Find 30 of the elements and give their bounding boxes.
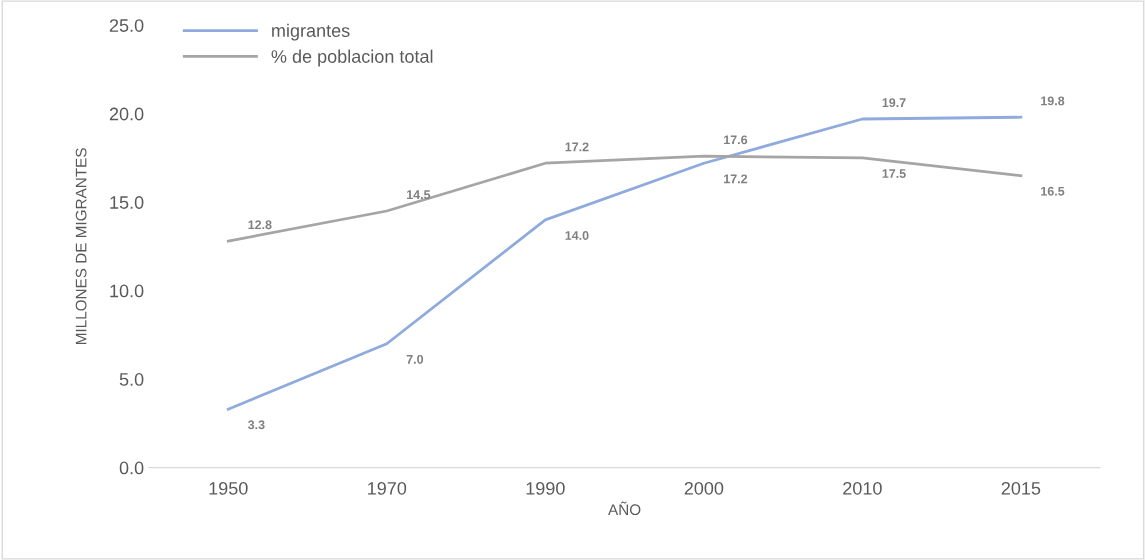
- data-label: 17.6: [724, 135, 748, 145]
- line-series: [226, 115, 1023, 411]
- data-label: 19.7: [882, 98, 906, 108]
- data-label: 17.2: [565, 142, 589, 152]
- x-tick-label: 2010: [843, 481, 882, 495]
- data-label: 3.3: [247, 420, 265, 430]
- data-label: 17.5: [882, 169, 906, 178]
- x-tick-label: 1950: [209, 481, 248, 495]
- x-axis-title: AÑO: [608, 501, 641, 516]
- data-label: 7.0: [406, 354, 424, 364]
- x-tick-label: 1990: [526, 481, 565, 495]
- y-tick-label: 15.0: [110, 196, 144, 209]
- data-label: 16.5: [1041, 186, 1065, 196]
- legend-label: migrantes: [272, 23, 350, 41]
- data-label: 14.0: [565, 231, 589, 240]
- data-label: 12.8: [248, 220, 272, 230]
- legend-label: % de poblacion total: [271, 49, 433, 67]
- x-tick-label: 1970: [368, 481, 407, 495]
- line-series: [226, 154, 1023, 243]
- data-label: 19.8: [1041, 96, 1065, 106]
- y-tick-label: 25.0: [109, 19, 144, 32]
- data-label: 17.2: [724, 174, 748, 184]
- data-label: 14.5: [407, 190, 431, 200]
- y-tick-label: 0.0: [119, 461, 144, 475]
- y-tick-label: 5.0: [119, 373, 144, 386]
- y-tick-label: 20.0: [109, 107, 144, 121]
- x-tick-label: 2000: [684, 481, 724, 495]
- y-tick-label: 10.0: [110, 284, 144, 298]
- x-tick-label: 2015: [1001, 481, 1041, 495]
- y-axis-title: MILLONES DE MIGRANTES: [75, 148, 87, 345]
